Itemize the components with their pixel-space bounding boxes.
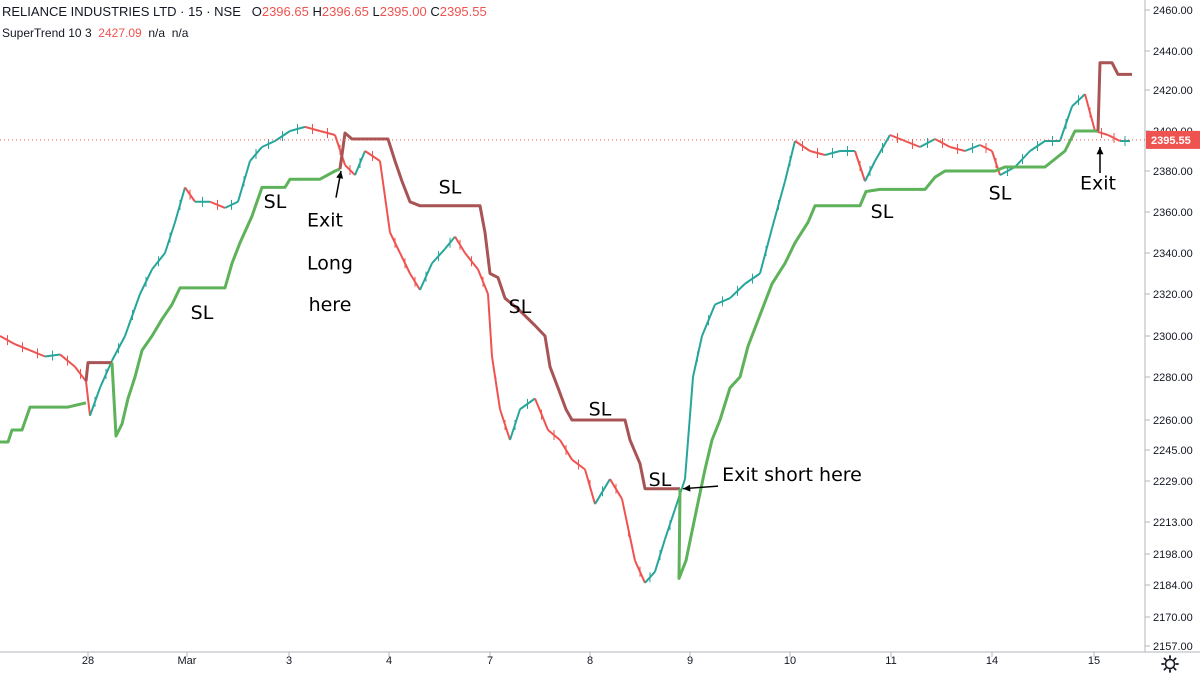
indicator-name: SuperTrend 10 3 <box>2 26 92 40</box>
x-tick-label: 4 <box>386 655 392 667</box>
annotation-label: SL <box>649 469 672 491</box>
indicator-value: 2427.09 <box>98 26 142 40</box>
y-tick-label: 2460.00 <box>1153 5 1193 17</box>
y-tick-label: 2198.00 <box>1153 549 1193 561</box>
open-label: O <box>251 4 262 19</box>
x-tick-label: 8 <box>587 655 593 667</box>
x-tick-label: 14 <box>986 655 998 667</box>
x-tick-label: 28 <box>82 655 94 667</box>
last-price-badge <box>1146 130 1200 149</box>
x-tick-label: 15 <box>1088 655 1100 667</box>
indicator-na-2: n/a <box>171 26 189 40</box>
supertrend-up-segment <box>0 401 87 444</box>
y-tick-label: 2229.00 <box>1153 476 1193 488</box>
y-tick-label: 2213.00 <box>1153 517 1193 529</box>
supertrend-down-segment <box>84 361 112 382</box>
y-tick-label: 2440.00 <box>1153 46 1193 58</box>
indicator-legend[interactable]: SuperTrend 10 3 2427.09 n/a n/a <box>2 26 188 40</box>
annotation-label: Exit short here <box>722 464 862 486</box>
high-value: 2396.65 <box>321 4 369 19</box>
y-tick-label: 2184.00 <box>1153 580 1193 592</box>
annotation-label: SL <box>509 296 532 318</box>
annotation-label: Exit <box>1080 172 1116 194</box>
annotation-label: SL <box>191 302 214 324</box>
annotation-arrows <box>335 147 1104 492</box>
high-label: H <box>312 4 322 19</box>
x-tick-label: 7 <box>487 655 493 667</box>
supertrend-up-segment <box>110 167 341 438</box>
symbol-legend: RELIANCE INDUSTRIES LTD · 15 · NSE O2396… <box>2 4 487 19</box>
open-value: 2396.65 <box>261 4 309 19</box>
annotation-label: SL <box>871 201 894 223</box>
supertrend-series <box>0 61 1132 580</box>
y-tick-label: 2245.00 <box>1153 445 1193 457</box>
x-tick-label: Mar <box>178 655 197 667</box>
annotation-label: SL <box>589 399 612 421</box>
y-tick-label: 2380.00 <box>1153 166 1193 178</box>
x-tick-label: 3 <box>286 655 292 667</box>
annotation-label: Long <box>307 252 353 274</box>
annotation-label: SL <box>439 177 462 199</box>
arrow-head <box>336 171 344 179</box>
annotation-label: SL <box>989 183 1012 205</box>
supertrend-up-segment <box>677 129 1098 580</box>
plot-background <box>0 0 1145 652</box>
y-tick-label: 2320.00 <box>1153 289 1193 301</box>
y-tick-label: 2300.00 <box>1153 331 1193 343</box>
supertrend-down-segment <box>1096 61 1132 132</box>
y-tick-label: 2157.00 <box>1153 641 1193 653</box>
low-value: 2395.00 <box>379 4 427 19</box>
arrow-head <box>683 484 691 492</box>
y-tick-label: 2360.00 <box>1153 207 1193 219</box>
symbol-title: RELIANCE INDUSTRIES LTD · 15 · NSE <box>2 4 241 19</box>
annotation-label: here <box>309 294 352 316</box>
x-tick-label: 11 <box>885 655 896 667</box>
x-tick-label: 10 <box>784 655 796 667</box>
x-tick-label: 9 <box>687 655 693 667</box>
annotation-label: SL <box>264 191 287 213</box>
y-tick-label: 2260.00 <box>1153 415 1193 427</box>
low-label: L <box>372 4 380 19</box>
annotation-label: Exit <box>307 209 343 231</box>
indicator-na-1: n/a <box>148 26 166 40</box>
supertrend-down-segment <box>338 131 680 491</box>
y-axis-ticks[interactable]: 2460.002440.002420.002400.002380.002360.… <box>1145 5 1193 653</box>
y-tick-label: 2340.00 <box>1153 248 1193 260</box>
close-value: 2395.55 <box>439 4 487 19</box>
close-label: C <box>430 4 440 19</box>
x-axis-ticks[interactable]: 28 Mar 3 4 7 8 9 10 11 14 15 <box>82 652 1100 667</box>
last-price-label: 2395.55 <box>1151 135 1191 147</box>
arrow-head <box>1096 147 1104 155</box>
y-tick-label: 2170.00 <box>1153 612 1193 624</box>
y-tick-label: 2420.00 <box>1153 85 1193 97</box>
gear-icon[interactable] <box>1161 655 1179 673</box>
y-tick-label: 2280.00 <box>1153 372 1193 384</box>
last-price-marker: 2395.55 <box>0 130 1200 149</box>
annotation-labels: SL SL Exit Long here SL SL SL SL Exit short here S… <box>191 172 1116 491</box>
